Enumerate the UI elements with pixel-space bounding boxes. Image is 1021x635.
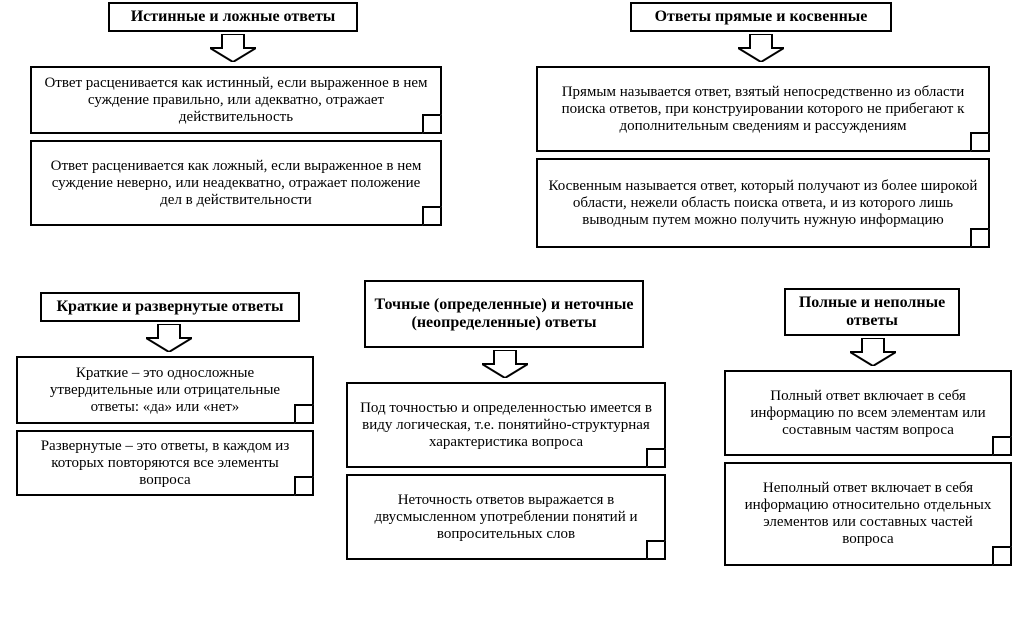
note-incomplete-def: Неполный ответ включает в себя информаци…	[724, 462, 1012, 566]
arrow-precise	[482, 350, 528, 378]
note-text: Ответ расценивается как истинный, если в…	[42, 75, 430, 126]
note-text: Краткие – это односложные утвердительные…	[28, 365, 302, 416]
header-complete: Полные и неполные ответы	[784, 288, 960, 336]
note-precise-def: Под точностью и определенностью имеется …	[346, 382, 666, 468]
note-direct-def: Прямым называется ответ, взятый непосред…	[536, 66, 990, 152]
header-text: Точные (определенные) и неточные (неопре…	[372, 296, 636, 332]
note-text: Полный ответ включает в себя информацию …	[736, 388, 1000, 439]
header-direct-indirect: Ответы прямые и косвенные	[630, 2, 892, 32]
note-text: Под точностью и определенностью имеется …	[358, 400, 654, 451]
header-true-false: Истинные и ложные ответы	[108, 2, 358, 32]
note-text: Прямым называется ответ, взятый непосред…	[548, 84, 978, 135]
note-detailed-def: Развернутые – это ответы, в каждом из ко…	[16, 430, 314, 496]
header-text: Ответы прямые и косвенные	[655, 8, 868, 26]
note-text: Развернутые – это ответы, в каждом из ко…	[28, 438, 302, 489]
note-text: Ответ расценивается как ложный, если выр…	[42, 158, 430, 209]
arrow-brief-detailed	[146, 324, 192, 352]
note-indirect-def: Косвенным называется ответ, который полу…	[536, 158, 990, 248]
header-precise: Точные (определенные) и неточные (неопре…	[364, 280, 644, 348]
arrow-direct-indirect	[738, 34, 784, 62]
note-text: Косвенным называется ответ, который полу…	[548, 178, 978, 229]
header-text: Истинные и ложные ответы	[131, 8, 336, 26]
note-complete-def: Полный ответ включает в себя информацию …	[724, 370, 1012, 456]
note-text: Неполный ответ включает в себя информаци…	[736, 480, 1000, 548]
note-imprecise-def: Неточность ответов выражается в двусмысл…	[346, 474, 666, 560]
note-brief-def: Краткие – это односложные утвердительные…	[16, 356, 314, 424]
note-text: Неточность ответов выражается в двусмысл…	[358, 492, 654, 543]
arrow-complete	[850, 338, 896, 366]
header-text: Краткие и развернутые ответы	[56, 298, 283, 316]
arrow-true-false	[210, 34, 256, 62]
header-text: Полные и неполные ответы	[792, 294, 952, 330]
header-brief-detailed: Краткие и развернутые ответы	[40, 292, 300, 322]
note-false-def: Ответ расценивается как ложный, если выр…	[30, 140, 442, 226]
note-true-def: Ответ расценивается как истинный, если в…	[30, 66, 442, 134]
